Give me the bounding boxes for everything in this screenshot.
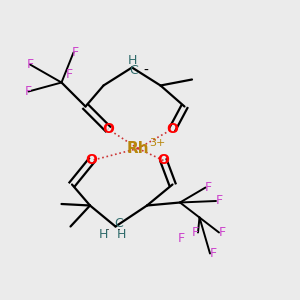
Text: F: F	[218, 226, 226, 239]
Text: Rh: Rh	[127, 141, 149, 156]
Text: F: F	[65, 68, 73, 82]
Text: O: O	[167, 122, 178, 136]
Text: O: O	[158, 154, 169, 167]
Text: H: H	[127, 53, 137, 67]
Text: ·: ·	[116, 224, 121, 237]
Text: O: O	[102, 122, 114, 136]
Text: C: C	[129, 64, 138, 77]
Text: 3+: 3+	[149, 137, 166, 148]
Text: C: C	[114, 217, 123, 230]
Text: -: -	[143, 64, 148, 77]
Text: O: O	[85, 154, 98, 167]
Text: H: H	[117, 227, 126, 241]
Text: F: F	[25, 85, 32, 98]
Text: H: H	[99, 227, 108, 241]
Text: F: F	[215, 194, 223, 208]
Text: F: F	[191, 226, 199, 239]
Text: F: F	[209, 247, 217, 260]
Text: ·: ·	[106, 224, 110, 237]
Text: F: F	[71, 46, 79, 59]
Text: F: F	[26, 58, 34, 71]
Text: F: F	[178, 232, 185, 245]
Text: F: F	[205, 181, 212, 194]
